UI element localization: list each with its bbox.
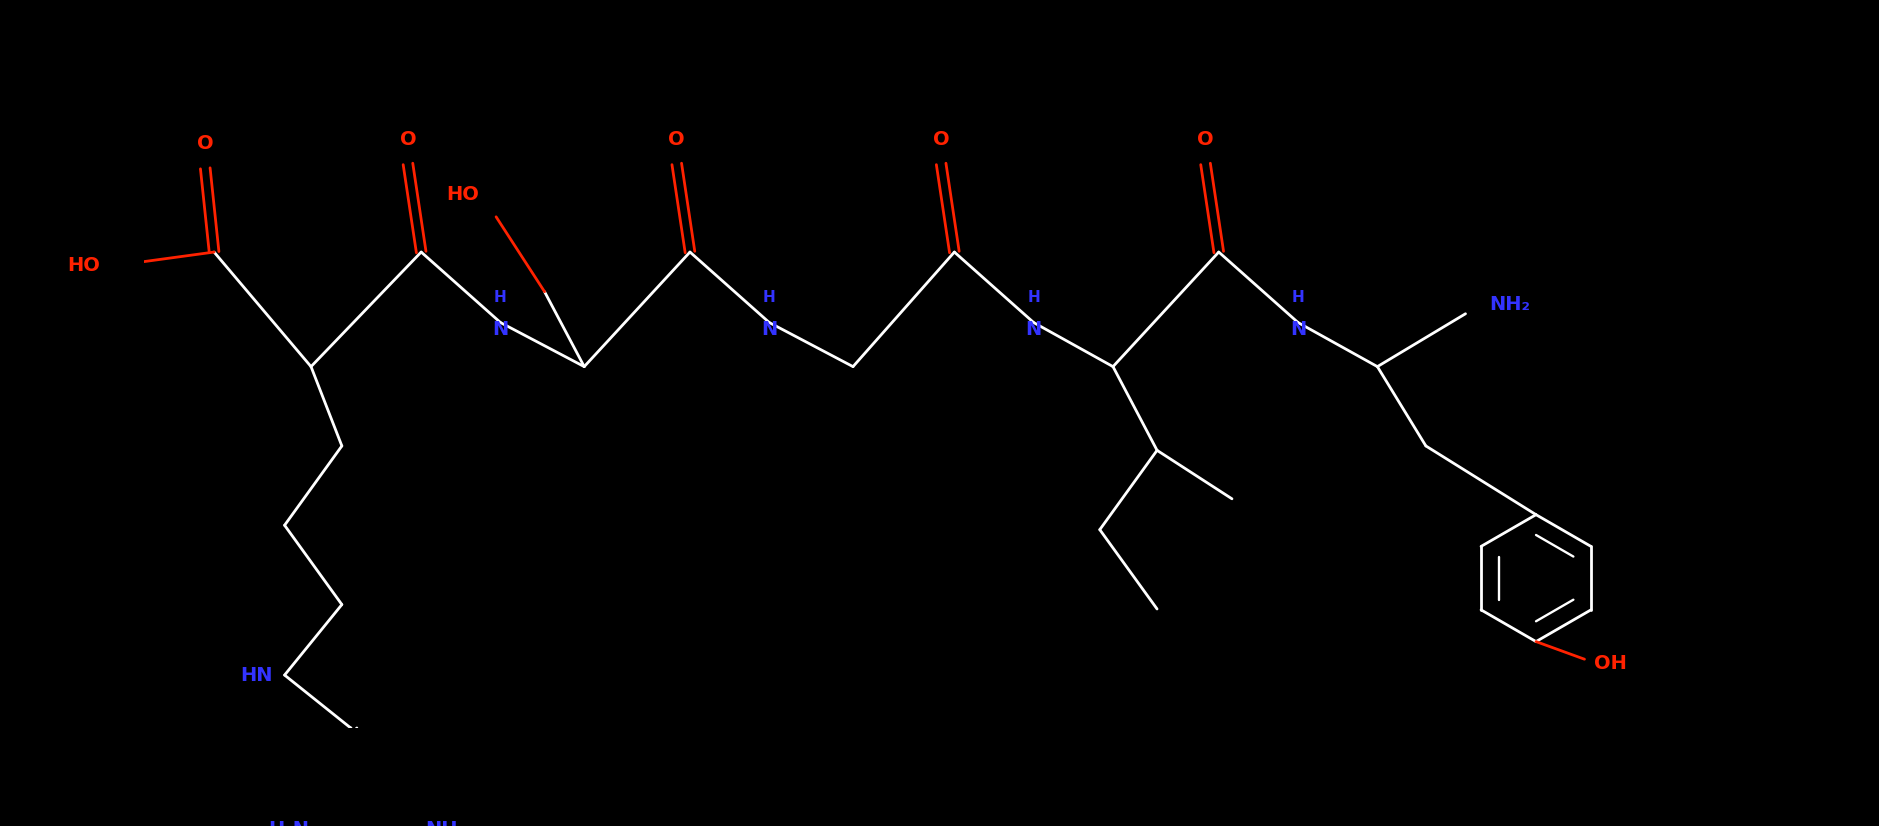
Text: NH: NH	[425, 819, 458, 826]
Text: O: O	[400, 130, 417, 149]
Text: O: O	[669, 130, 686, 149]
Text: H: H	[494, 291, 507, 306]
Text: H₂N: H₂N	[269, 819, 310, 826]
Text: N: N	[761, 320, 778, 339]
Text: O: O	[197, 134, 214, 153]
Text: N: N	[1291, 320, 1306, 339]
Text: N: N	[1026, 320, 1041, 339]
Text: HO: HO	[445, 185, 479, 204]
Text: O: O	[932, 130, 949, 149]
Text: H: H	[1028, 291, 1041, 306]
Text: O: O	[1197, 130, 1214, 149]
Text: N: N	[492, 320, 509, 339]
Text: H: H	[1291, 291, 1304, 306]
Text: NH₂: NH₂	[1488, 296, 1530, 315]
Text: HO: HO	[68, 256, 100, 275]
Text: H: H	[763, 291, 776, 306]
Text: OH: OH	[1595, 654, 1627, 673]
Text: HN: HN	[241, 666, 272, 685]
